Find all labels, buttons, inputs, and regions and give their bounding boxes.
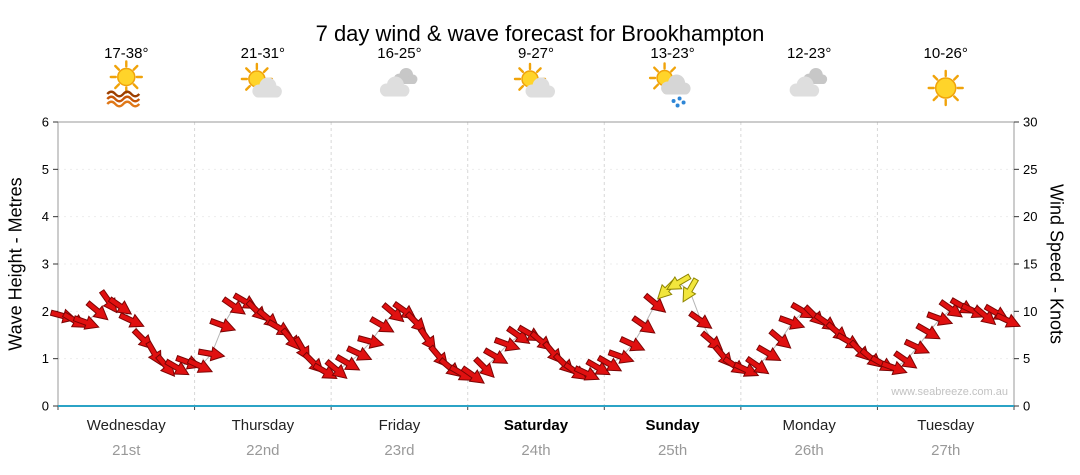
wind-arrow xyxy=(768,328,792,349)
wind-arrow xyxy=(631,315,656,334)
wind-arrow xyxy=(903,338,931,355)
right-axis-tick-label: 5 xyxy=(1023,351,1030,366)
weather-icon-clouds xyxy=(379,68,418,97)
weather-icon-sun-behind-cloud xyxy=(513,62,555,98)
wind-arrow xyxy=(607,349,635,364)
day-date-label: 26th xyxy=(795,442,824,459)
day-date-label: 23rd xyxy=(384,442,414,459)
wind-arrow xyxy=(280,327,301,351)
wind-arrow xyxy=(880,360,908,376)
left-axis-tick-label: 2 xyxy=(42,304,49,319)
wind-arrow xyxy=(778,315,806,330)
wind-arrow xyxy=(186,357,214,373)
left-axis-tick-label: 1 xyxy=(42,351,49,366)
wind-arrow xyxy=(482,347,509,364)
wind-arrow xyxy=(596,354,623,372)
weather-icon-sun-cloud-rain xyxy=(648,62,691,108)
wind-arrow xyxy=(357,334,385,349)
day-name-label: Sunday xyxy=(645,417,700,434)
temperature-label: 12-23° xyxy=(787,45,831,62)
wind-arrow xyxy=(334,353,361,371)
right-axis-tick-label: 20 xyxy=(1023,209,1037,224)
wind-arrow xyxy=(994,312,1022,328)
left-axis-tick-label: 3 xyxy=(42,257,49,272)
temperature-label: 13-23° xyxy=(650,45,694,62)
wind-arrow xyxy=(938,299,963,318)
left-axis-tick-label: 5 xyxy=(42,162,49,177)
wind-arrow xyxy=(369,316,395,333)
wind-arrow xyxy=(973,305,997,326)
wind-arrow xyxy=(756,344,782,361)
weather-icon-clouds xyxy=(789,68,828,97)
wind-arrow-strong xyxy=(666,273,692,290)
day-date-label: 21st xyxy=(112,442,141,459)
wind-arrow xyxy=(585,358,611,376)
wind-arrow xyxy=(506,325,531,344)
left-axis-tick-label: 0 xyxy=(42,399,49,414)
wind-arrow xyxy=(573,365,600,381)
wind-arrow xyxy=(72,315,100,330)
day-name-label: Thursday xyxy=(232,417,295,434)
temperature-label: 17-38° xyxy=(104,45,148,62)
day-date-label: 22nd xyxy=(246,442,279,459)
wind-arrow xyxy=(164,358,190,376)
weather-icon-sun xyxy=(927,69,964,107)
right-axis-tick-label: 15 xyxy=(1023,257,1037,272)
day-name-label: Wednesday xyxy=(87,417,166,434)
wind-arrow xyxy=(473,356,495,379)
day-date-label: 27th xyxy=(931,442,960,459)
day-date-label: 24th xyxy=(521,442,550,459)
right-axis-tick-label: 0 xyxy=(1023,399,1030,414)
wind-arrow xyxy=(460,365,485,384)
wind-arrow xyxy=(118,312,145,328)
page-title: 7 day wind & wave forecast for Brookhamp… xyxy=(315,20,765,46)
wind-arrow xyxy=(346,345,373,361)
day-name-label: Friday xyxy=(379,417,421,434)
wind-arrow xyxy=(381,302,405,323)
wind-arrow xyxy=(107,296,133,315)
wind-arrow xyxy=(619,335,646,352)
right-axis-tick-label: 25 xyxy=(1023,162,1037,177)
wind-arrow xyxy=(221,296,246,315)
wind-arrow xyxy=(688,310,713,329)
right-axis-tick-label: 10 xyxy=(1023,304,1037,319)
day-name-label: Monday xyxy=(782,417,836,434)
wind-arrow xyxy=(209,317,237,333)
temperature-label: 21-31° xyxy=(241,45,285,62)
left-axis-tick-label: 4 xyxy=(42,209,49,224)
wind-arrow xyxy=(643,292,667,313)
wind-connector-line xyxy=(63,282,1009,377)
wind-arrow xyxy=(197,346,226,362)
left-axis-tick-label: 6 xyxy=(42,115,49,130)
watermark: www.seabreeze.com.au xyxy=(891,386,1008,398)
wind-arrow xyxy=(324,358,348,380)
wind-arrow-strong xyxy=(682,277,700,303)
temperature-label: 10-26° xyxy=(924,45,968,62)
wind-arrow xyxy=(926,311,954,326)
wind-arrow xyxy=(85,300,109,321)
day-name-label: Tuesday xyxy=(917,417,974,434)
weather-icon-sun-behind-cloud xyxy=(240,62,282,98)
temperature-label: 16-25° xyxy=(377,45,421,62)
day-name-label: Saturday xyxy=(504,417,569,434)
day-date-label: 25th xyxy=(658,442,687,459)
wind-arrow xyxy=(893,350,918,369)
wind-arrow xyxy=(732,361,760,377)
wind-arrow xyxy=(312,362,338,379)
wind-arrow xyxy=(493,336,521,352)
wind-arrow xyxy=(915,322,941,340)
weather-icon-sun-over-water xyxy=(106,60,143,108)
wind-arrow xyxy=(745,355,770,375)
wind-arrow xyxy=(417,326,436,352)
temperature-label: 9-27° xyxy=(518,45,554,62)
right-axis-tick-label: 30 xyxy=(1023,115,1037,130)
